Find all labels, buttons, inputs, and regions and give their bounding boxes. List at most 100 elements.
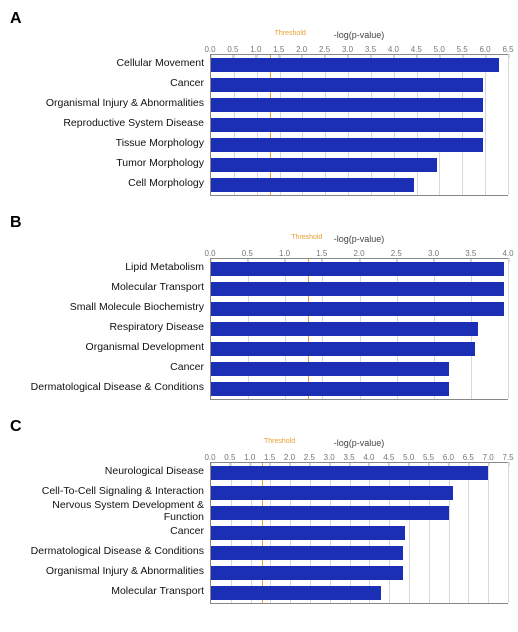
bar xyxy=(211,78,483,92)
plot-area: Lipid MetabolismMolecular TransportSmall… xyxy=(10,258,508,400)
bar-row xyxy=(211,175,508,195)
bar-row xyxy=(211,299,508,319)
bar xyxy=(211,546,403,560)
tick: 2.0 xyxy=(284,453,295,462)
bar-row xyxy=(211,463,508,483)
tick: 0.0 xyxy=(204,45,215,54)
threshold-label: Threshold xyxy=(291,234,322,241)
bar-row xyxy=(211,279,508,299)
bar xyxy=(211,262,504,276)
bar xyxy=(211,466,488,480)
bar-row xyxy=(211,259,508,279)
bar-label: Cell Morphology xyxy=(10,174,210,194)
bar-row xyxy=(211,115,508,135)
bar-row xyxy=(211,155,508,175)
tick: 2.5 xyxy=(304,453,315,462)
bar xyxy=(211,118,483,132)
gridline xyxy=(508,463,509,603)
bar xyxy=(211,158,437,172)
plot-area: Cellular MovementCancerOrganismal Injury… xyxy=(10,54,508,196)
bar-row xyxy=(211,379,508,399)
chart-area: -log(p-value)0.00.51.01.52.02.53.03.54.0… xyxy=(10,438,508,604)
tick: 0.0 xyxy=(204,249,215,258)
bar-row xyxy=(211,75,508,95)
threshold-label: Threshold xyxy=(275,30,306,37)
tick: 7.5 xyxy=(502,453,513,462)
tick: 5.0 xyxy=(434,45,445,54)
plot-area: Neurological DiseaseCell-To-Cell Signali… xyxy=(10,462,508,604)
tick: 0.0 xyxy=(204,453,215,462)
tick: 0.5 xyxy=(227,45,238,54)
bar xyxy=(211,486,453,500)
bar-label: Small Molecule Biochemistry xyxy=(10,298,210,318)
bar xyxy=(211,506,449,520)
bar xyxy=(211,138,483,152)
bar xyxy=(211,178,414,192)
bar-row xyxy=(211,503,508,523)
chart-area: -log(p-value)0.00.51.01.52.02.53.03.54.0… xyxy=(10,30,508,196)
tick: 3.5 xyxy=(344,453,355,462)
tick: 7.0 xyxy=(483,453,494,462)
tick: 1.5 xyxy=(316,249,327,258)
chart-area: -log(p-value)0.00.51.01.52.02.53.03.54.0… xyxy=(10,234,508,400)
axis-ticks: 0.00.51.01.52.02.53.03.54.0Threshold xyxy=(10,244,508,258)
axis-title: -log(p-value) xyxy=(210,438,508,448)
tick: 5.5 xyxy=(457,45,468,54)
bar-label: Organismal Injury & Abnormalities xyxy=(10,94,210,114)
bar-label: Lipid Metabolism xyxy=(10,258,210,278)
tick: 4.5 xyxy=(383,453,394,462)
bar xyxy=(211,282,504,296)
tick: 3.0 xyxy=(324,453,335,462)
bar-label: Cancer xyxy=(10,74,210,94)
threshold-label: Threshold xyxy=(264,438,295,445)
bar-row xyxy=(211,483,508,503)
tick: 0.5 xyxy=(224,453,235,462)
tick: 3.5 xyxy=(465,249,476,258)
bar-label: Reproductive System Disease xyxy=(10,114,210,134)
tick: 2.5 xyxy=(391,249,402,258)
bar xyxy=(211,362,449,376)
tick: 4.0 xyxy=(363,453,374,462)
bar-row xyxy=(211,55,508,75)
tick: 0.5 xyxy=(242,249,253,258)
bar-row xyxy=(211,583,508,603)
bar-row xyxy=(211,339,508,359)
bar-row xyxy=(211,359,508,379)
bar xyxy=(211,342,475,356)
tick: 6.5 xyxy=(463,453,474,462)
tick: 6.0 xyxy=(480,45,491,54)
tick: 1.0 xyxy=(250,45,261,54)
tick: 5.5 xyxy=(423,453,434,462)
bar-row xyxy=(211,95,508,115)
figure-root: A -log(p-value) 0.0 0.5 1.0 1.5 2.0 2.5 3.0 3.5 4.… xyxy=(10,10,508,604)
bar xyxy=(211,586,381,600)
bar-row xyxy=(211,543,508,563)
bar-row xyxy=(211,135,508,155)
tick: 4.0 xyxy=(388,45,399,54)
bar-label: Dermatological Disease & Conditions xyxy=(10,378,210,398)
bar-label: Organismal Development xyxy=(10,338,210,358)
bar-label: Nervous System Development & Function xyxy=(10,502,210,522)
tick: 2.0 xyxy=(353,249,364,258)
bar xyxy=(211,98,483,112)
tick: 3.0 xyxy=(342,45,353,54)
bar-label: Respiratory Disease xyxy=(10,318,210,338)
tick: 6.5 xyxy=(502,45,513,54)
panel-label: A xyxy=(10,10,508,28)
tick: 2.5 xyxy=(319,45,330,54)
panel-label: B xyxy=(10,214,508,232)
tick: 6.0 xyxy=(443,453,454,462)
bar xyxy=(211,58,499,72)
bar xyxy=(211,566,403,580)
bar-label: Molecular Transport xyxy=(10,582,210,602)
tick: 4.5 xyxy=(411,45,422,54)
panel-c: C-log(p-value)0.00.51.01.52.02.53.03.54.… xyxy=(10,418,508,604)
bar-label: Neurological Disease xyxy=(10,462,210,482)
tick: 5.0 xyxy=(403,453,414,462)
bar-label: Cellular Movement xyxy=(10,54,210,74)
gridline xyxy=(508,55,509,195)
panel-label: C xyxy=(10,418,508,436)
tick: 3.0 xyxy=(428,249,439,258)
gridline xyxy=(508,259,509,399)
tick: 1.5 xyxy=(273,45,284,54)
